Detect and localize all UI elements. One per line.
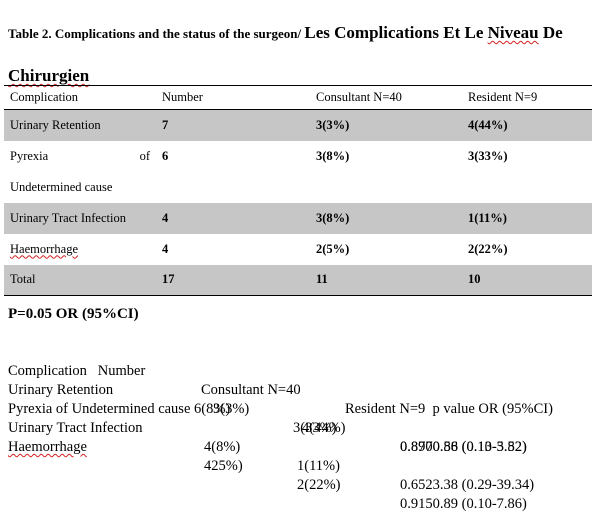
table-title: Table 2. Complications and the status of… [8,12,598,98]
stat-line: P=0.05 OR (95%CI) [8,306,139,322]
cell-complication: Undetermined cause [10,179,113,194]
table-row: Pyrexia of 6 3(8%) 3(33%) [4,141,592,172]
title-line2: Chirurgien [8,66,90,85]
title-english: Table 2. Complications and the status of… [8,26,305,41]
cell-consultant: 3(8%) [310,202,462,234]
table-row: Urinary Tract Infection 4 3(8%) 1(11%) [4,202,592,234]
cell-number: 4 [162,241,169,256]
cell-resident: 3(33%) [468,148,508,163]
cell-resident: 4(44%) [462,109,592,141]
cell-number: 7 [156,109,310,141]
table-row: Haemorrhage 4 2(5%) 2(22%) [4,234,592,265]
title-french: Les Complications Et Le Niveau De [304,23,563,42]
header-consultant: Consultant N=40 [310,85,462,110]
cell-complication: Urinary Retention [4,109,156,141]
header-resident: Resident N=9 [462,85,592,110]
cell-complication: Total [4,264,156,296]
cell-resident: 10 [462,264,592,296]
cell-complication: Haemorrhage [10,241,79,256]
plain-row: Urinary Retention 3(3%) 4(44%) 0.8770.56… [8,382,527,455]
cell-consultant: 3(3%) [310,109,462,141]
cell-complication: Pyrexia of [10,148,150,163]
table-row: Urinary Retention 7 3(3%) 4(44%) [4,109,592,141]
cell-number: 4 [156,202,310,234]
cell-consultant: 11 [310,264,462,296]
plain-header: Complication Number Consultant N=40 Resi… [8,363,553,417]
cell-number: 17 [156,264,310,296]
cell-number: 6 [162,148,169,163]
cell-resident: 1(11%) [462,202,592,234]
cell-resident: 2(22%) [468,241,508,256]
complications-table: Complication Number Consultant N=40 Resi… [4,85,592,296]
cell-consultant: 2(5%) [316,241,350,256]
cell-complication: Urinary Tract Infection [4,202,156,234]
header-complication: Complication [4,85,156,110]
table-row-continuation: Undetermined cause [4,172,592,203]
table-total-row: Total 17 11 10 [4,264,592,296]
header-number: Number [156,85,310,110]
plain-row: Haemorrhage 425%) 2(22%) 0.9150.89 (0.10… [8,439,527,512]
plain-row: Pyrexia of Undetermined cause 6(8%) 3(33… [8,401,527,455]
table-header-row: Complication Number Consultant N=40 Resi… [4,85,592,110]
cell-consultant: 3(8%) [316,148,350,163]
